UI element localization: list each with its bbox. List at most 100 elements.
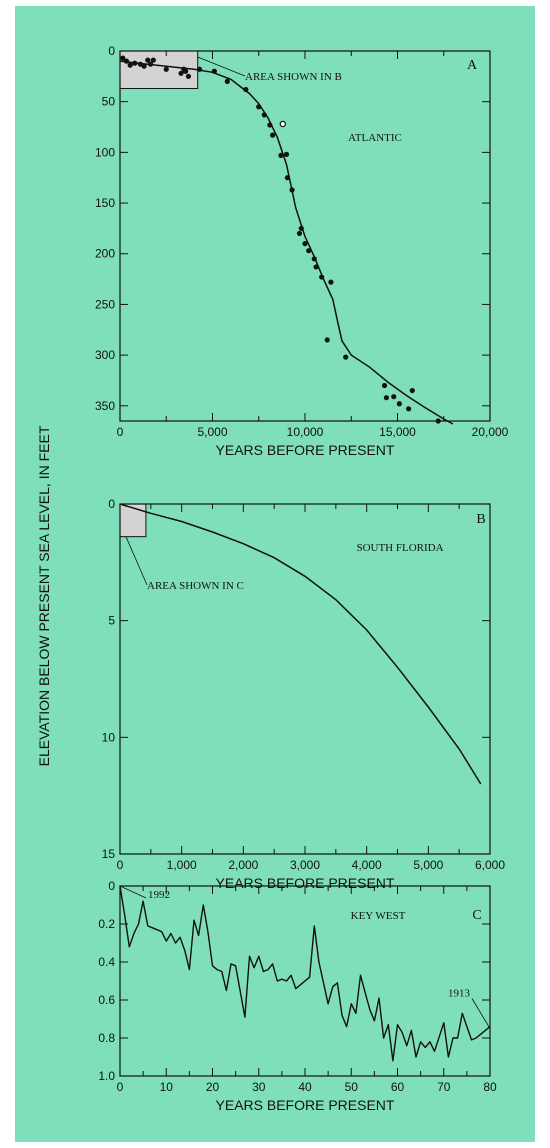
atlantic-outlier-point xyxy=(279,120,286,128)
atlantic-data-point xyxy=(396,401,402,407)
atlantic-data-point xyxy=(278,152,284,159)
atlantic-inset-leader xyxy=(197,56,246,77)
chart-atlantic: 0 5,000 10,000 15,000 20,000 0 50 100 150 200 250 3… xyxy=(95,44,509,458)
atlantic-y-tick-label: 350 xyxy=(95,399,115,413)
atlantic-data-point xyxy=(435,418,441,424)
atlantic-x-tick-label: 15,000 xyxy=(379,425,416,439)
atlantic-data-point xyxy=(383,395,389,401)
atlantic-data-point xyxy=(163,66,169,72)
atlantic-data-point xyxy=(145,57,151,63)
south-florida-y-tick-label: 0 xyxy=(108,497,115,511)
key-west-annotation-leader xyxy=(119,885,147,899)
atlantic-y-tick-label: 150 xyxy=(95,196,115,210)
atlantic-data-point xyxy=(328,279,334,285)
chart-south-florida: 0 1,000 2,000 3,000 4,000 5,000 6,000 0 5 10 15 YEA… xyxy=(102,497,506,891)
key-west-y-tick-label: 1.0 xyxy=(98,1069,115,1083)
atlantic-data-point xyxy=(147,61,154,67)
chart-key-west: 0 10 20 30 40 50 60 70 80 0 0.2 0.4 0.6 0.8 1.0 YEARS B… xyxy=(98,879,497,1113)
atlantic-data-point xyxy=(311,256,317,262)
atlantic-data-point xyxy=(324,337,330,343)
atlantic-title: ATLANTIC xyxy=(348,132,402,144)
atlantic-y-tick-label: 200 xyxy=(95,247,115,261)
key-west-y-tick-label: 0.6 xyxy=(98,993,115,1007)
atlantic-data-point xyxy=(391,394,397,400)
key-west-panel-letter: C xyxy=(472,908,481,923)
atlantic-data-point xyxy=(185,73,192,79)
south-florida-panel-letter: B xyxy=(476,512,485,527)
atlantic-data-point xyxy=(298,225,304,231)
atlantic-data-point xyxy=(120,55,126,61)
south-florida-trend-line xyxy=(119,503,482,785)
key-west-y-tick-label: 0.4 xyxy=(98,955,115,969)
south-florida-x-tick-label: 1,000 xyxy=(167,858,197,872)
atlantic-data-point xyxy=(270,132,276,138)
south-florida-plot-frame xyxy=(119,503,491,855)
figure-background xyxy=(15,6,535,1142)
south-florida-inset-label: AREA SHOWN IN C xyxy=(147,580,244,592)
key-west-x-axis-label: YEARS BEFORE PRESENT xyxy=(216,1097,395,1113)
south-florida-y-tick-label: 5 xyxy=(108,614,115,628)
key-west-x-tick-label: 30 xyxy=(252,1080,266,1094)
shared-y-axis-label: ELEVATION BELOW PRESENT SEA LEVEL, IN FE… xyxy=(36,425,52,766)
atlantic-data-point xyxy=(406,406,412,412)
south-florida-x-tick-label: 3,000 xyxy=(290,858,320,872)
atlantic-data-point xyxy=(183,68,189,74)
key-west-x-tick-label: 80 xyxy=(483,1080,497,1094)
atlantic-y-tick-label: 100 xyxy=(95,145,115,159)
atlantic-y-tick-label: 0 xyxy=(108,44,115,58)
atlantic-y-tick-label: 50 xyxy=(102,95,116,109)
atlantic-x-axis-label: YEARS BEFORE PRESENT xyxy=(216,442,395,458)
key-west-x-tick-label: 20 xyxy=(206,1080,220,1094)
south-florida-title: SOUTH FLORIDA xyxy=(356,542,443,554)
atlantic-x-tick-label: 10,000 xyxy=(287,425,324,439)
atlantic-x-tick-label: 0 xyxy=(117,425,124,439)
atlantic-data-point xyxy=(306,248,312,254)
south-florida-inset-box xyxy=(119,503,147,538)
atlantic-data-point xyxy=(302,241,308,247)
atlantic-data-point xyxy=(381,382,388,389)
south-florida-y-tick-label: 15 xyxy=(102,847,116,861)
key-west-series-line xyxy=(119,885,491,1062)
atlantic-y-tick-label: 300 xyxy=(95,348,115,362)
south-florida-x-tick-label: 2,000 xyxy=(228,858,258,872)
atlantic-x-tick-label: 20,000 xyxy=(472,425,509,439)
key-west-x-tick-label: 40 xyxy=(298,1080,312,1094)
atlantic-data-point xyxy=(284,175,291,181)
south-florida-x-tick-label: 0 xyxy=(117,858,124,872)
south-florida-x-tick-label: 4,000 xyxy=(352,858,382,872)
key-west-annotation-leader xyxy=(471,998,491,1029)
atlantic-inset-label: AREA SHOWN IN B xyxy=(245,71,342,83)
atlantic-data-point xyxy=(132,60,138,66)
key-west-x-tick-label: 70 xyxy=(437,1080,451,1094)
key-west-x-tick-label: 10 xyxy=(160,1080,174,1094)
atlantic-data-point xyxy=(343,354,349,360)
atlantic-data-point xyxy=(141,63,147,69)
south-florida-x-tick-label: 5,000 xyxy=(413,858,443,872)
atlantic-data-point xyxy=(150,57,156,63)
south-florida-x-axis-label: YEARS BEFORE PRESENT xyxy=(216,875,395,891)
key-west-x-tick-label: 60 xyxy=(391,1080,405,1094)
atlantic-data-point xyxy=(211,68,217,74)
key-west-y-tick-label: 0.8 xyxy=(98,1031,115,1045)
atlantic-data-point xyxy=(267,122,273,128)
south-florida-x-tick-label: 6,000 xyxy=(475,858,505,872)
atlantic-y-tick-label: 250 xyxy=(95,297,115,311)
key-west-x-tick-label: 0 xyxy=(117,1080,124,1094)
atlantic-data-point xyxy=(313,264,319,270)
atlantic-data-point xyxy=(283,151,290,157)
atlantic-trend-line xyxy=(119,60,454,425)
key-west-y-tick-label: 0 xyxy=(108,879,115,893)
atlantic-data-point xyxy=(243,86,249,93)
atlantic-data-point xyxy=(196,66,203,72)
key-west-y-tick-label: 0.2 xyxy=(98,917,115,931)
atlantic-data-point xyxy=(261,112,267,118)
key-west-annotation: 1992 xyxy=(148,889,170,901)
atlantic-data-point xyxy=(224,78,230,85)
atlantic-x-tick-label: 5,000 xyxy=(197,425,227,439)
atlantic-data-point xyxy=(319,274,325,280)
atlantic-data-point xyxy=(127,62,133,68)
atlantic-data-point xyxy=(409,387,415,394)
key-west-title: KEY WEST xyxy=(351,910,406,922)
atlantic-data-point xyxy=(289,187,295,193)
south-florida-y-tick-label: 10 xyxy=(102,730,116,744)
